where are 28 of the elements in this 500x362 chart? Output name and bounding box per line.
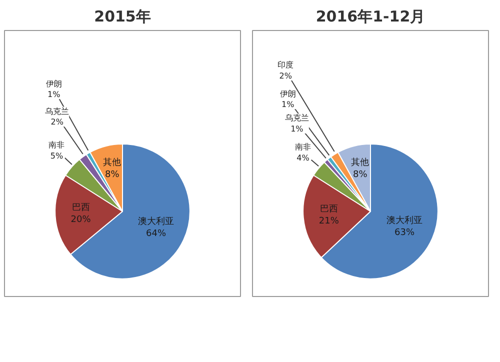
data-label: 2% (279, 72, 292, 81)
slice-label: 南非 (48, 140, 65, 150)
data-label: 63% (394, 228, 415, 238)
slice-label: 澳大利亚 (138, 216, 174, 227)
data-label: 2% (50, 118, 64, 127)
data-label: 8% (104, 170, 120, 180)
slice-label: 巴西 (320, 204, 338, 215)
data-label: 1% (290, 124, 304, 134)
data-label: 5% (50, 151, 64, 160)
data-label: 64% (146, 228, 167, 239)
slice-label: 南非 (294, 142, 311, 152)
slice-label: 其他 (103, 156, 122, 168)
slice-label: 乌克兰 (45, 106, 70, 116)
slice-label: 其他 (351, 156, 370, 168)
slice-label: 伊朗 (46, 79, 62, 88)
data-label: 21% (318, 216, 340, 227)
slice-label: 印度 (278, 60, 294, 70)
data-label: 1% (48, 90, 61, 100)
data-label: 20% (70, 215, 92, 226)
data-label: 4% (296, 154, 310, 162)
slice-label: 澳大利亚 (386, 214, 423, 226)
slice-label: 乌克兰 (284, 114, 309, 123)
data-label: 8% (352, 170, 368, 180)
data-label: 1% (282, 100, 295, 110)
slice-label: 伊朗 (280, 89, 296, 98)
chart-title: 2015年 (94, 8, 151, 26)
chart-title: 2016年1-12月 (316, 8, 426, 26)
slice-label: 巴西 (72, 203, 90, 214)
